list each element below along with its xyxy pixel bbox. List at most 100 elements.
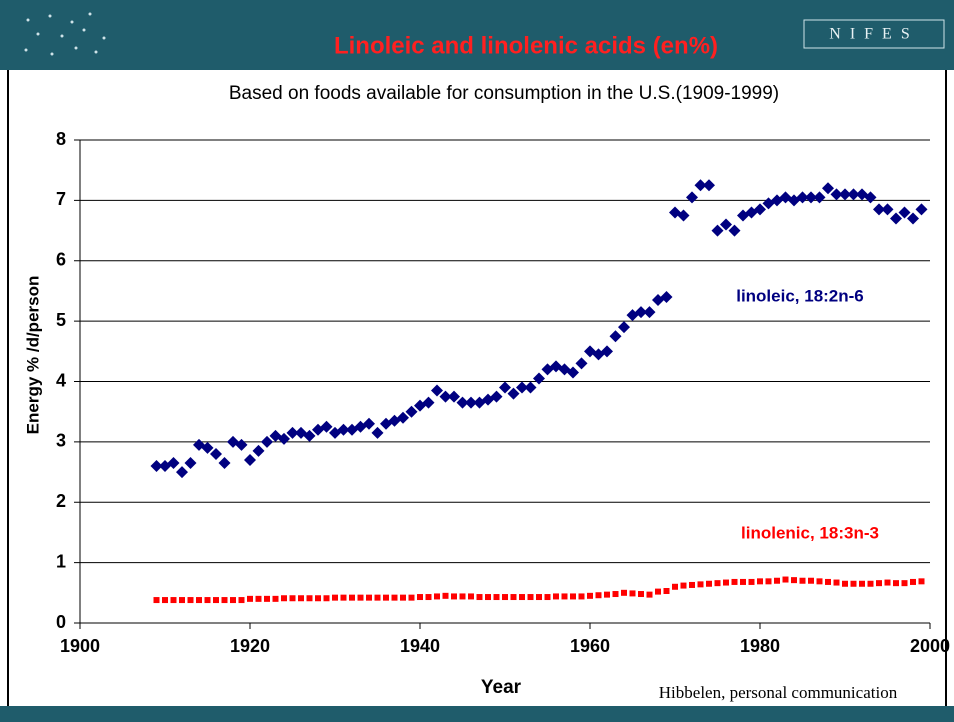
point bbox=[493, 594, 500, 601]
point bbox=[694, 179, 707, 192]
point bbox=[825, 578, 831, 585]
point bbox=[544, 594, 551, 601]
point bbox=[918, 578, 925, 585]
point bbox=[677, 209, 690, 222]
point bbox=[839, 188, 851, 201]
point bbox=[553, 593, 559, 600]
point bbox=[431, 384, 443, 397]
point bbox=[907, 212, 919, 225]
point bbox=[303, 429, 316, 442]
point bbox=[703, 179, 715, 192]
point bbox=[774, 577, 780, 584]
point bbox=[609, 330, 622, 343]
point bbox=[332, 594, 338, 601]
point bbox=[507, 387, 520, 400]
point bbox=[298, 595, 304, 602]
point bbox=[499, 381, 511, 394]
point bbox=[306, 595, 313, 602]
x-tick-label: 1920 bbox=[230, 636, 270, 656]
point bbox=[731, 578, 738, 585]
point bbox=[422, 396, 435, 409]
point bbox=[442, 592, 449, 599]
point bbox=[218, 457, 231, 470]
point bbox=[660, 290, 673, 303]
y-tick-label: 0 bbox=[56, 612, 66, 632]
point bbox=[714, 580, 721, 587]
point bbox=[782, 576, 789, 583]
point bbox=[230, 597, 236, 604]
y-tick-label: 3 bbox=[56, 431, 66, 451]
point bbox=[278, 432, 290, 445]
point bbox=[221, 597, 228, 604]
point bbox=[320, 420, 333, 433]
point bbox=[184, 457, 197, 470]
point bbox=[740, 578, 746, 585]
point bbox=[663, 588, 670, 595]
point bbox=[485, 594, 491, 601]
point bbox=[264, 595, 270, 602]
point bbox=[901, 580, 908, 587]
point bbox=[153, 597, 160, 604]
point bbox=[697, 581, 704, 588]
point bbox=[748, 578, 755, 585]
point bbox=[830, 188, 843, 201]
logo: NIFES bbox=[829, 26, 918, 43]
point bbox=[244, 453, 256, 466]
point bbox=[425, 594, 432, 601]
point bbox=[476, 594, 483, 601]
point bbox=[621, 589, 627, 596]
point bbox=[533, 372, 545, 385]
point bbox=[374, 594, 381, 601]
point bbox=[689, 581, 695, 588]
point bbox=[405, 405, 418, 418]
point bbox=[502, 594, 508, 601]
point bbox=[601, 345, 613, 358]
point bbox=[247, 595, 253, 602]
point bbox=[867, 580, 874, 587]
point bbox=[408, 594, 415, 601]
source-note: Hibbelen, personal communication bbox=[659, 683, 898, 702]
point bbox=[176, 466, 188, 479]
point bbox=[516, 381, 528, 394]
point bbox=[567, 366, 579, 379]
point bbox=[527, 594, 534, 601]
point bbox=[884, 579, 891, 586]
point bbox=[363, 417, 375, 430]
point bbox=[655, 588, 661, 595]
point bbox=[595, 592, 602, 599]
y-tick-label: 4 bbox=[56, 370, 66, 390]
point bbox=[575, 357, 588, 370]
point bbox=[587, 592, 593, 599]
point bbox=[638, 591, 644, 598]
footer-band bbox=[0, 706, 954, 722]
x-tick-label: 1940 bbox=[400, 636, 440, 656]
point bbox=[612, 591, 619, 598]
point bbox=[898, 206, 911, 219]
annotation: linoleic, 18:2n-6 bbox=[736, 286, 864, 305]
point bbox=[635, 306, 647, 319]
point bbox=[167, 457, 180, 470]
point bbox=[397, 411, 409, 424]
point bbox=[808, 577, 814, 584]
point bbox=[434, 593, 440, 600]
y-axis-label: Energy % /d/person bbox=[23, 276, 42, 435]
point bbox=[371, 426, 384, 439]
point bbox=[842, 580, 848, 587]
point bbox=[366, 594, 372, 601]
point bbox=[289, 595, 296, 602]
y-tick-label: 1 bbox=[56, 551, 66, 571]
point bbox=[252, 444, 265, 457]
point bbox=[706, 580, 712, 587]
point bbox=[465, 396, 477, 409]
point bbox=[859, 580, 865, 587]
point bbox=[213, 597, 219, 604]
x-tick-label: 1980 bbox=[740, 636, 780, 656]
point bbox=[439, 390, 452, 403]
point bbox=[519, 594, 525, 601]
point bbox=[561, 593, 568, 600]
point bbox=[890, 212, 902, 225]
point bbox=[881, 203, 894, 216]
point bbox=[643, 306, 656, 319]
header-band bbox=[0, 0, 954, 70]
